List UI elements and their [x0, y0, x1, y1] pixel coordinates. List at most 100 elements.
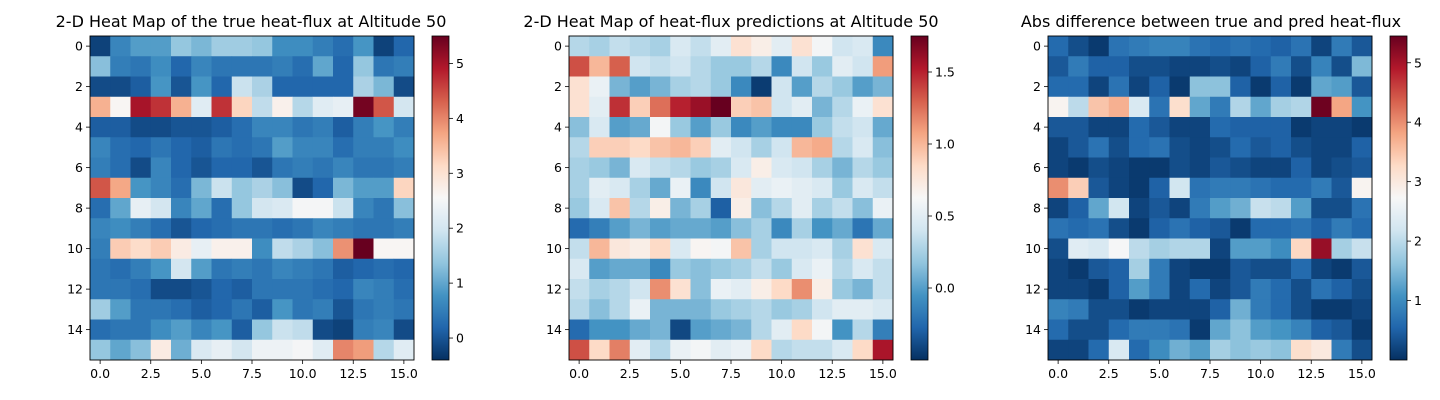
heatmap-cell — [791, 76, 813, 98]
heatmap-cell — [1331, 238, 1353, 260]
heatmap-cell — [1291, 56, 1312, 77]
heatmap-panel-2: 2-D Heat Map of heat-flux predictions at… — [523, 12, 955, 381]
x-tick-label: 5.0 — [1149, 366, 1169, 381]
heatmap-cell — [312, 218, 334, 239]
heatmap-cell — [1291, 36, 1312, 57]
heatmap-cell — [373, 258, 395, 280]
heatmap-cell — [1169, 319, 1191, 341]
heatmap-cell — [1210, 258, 1231, 280]
heatmap-cell — [1311, 238, 1332, 260]
heatmap-cell — [812, 36, 833, 57]
heatmap-cell — [609, 299, 631, 320]
heatmap-cell — [710, 157, 732, 179]
heatmap-cell — [629, 36, 651, 57]
heatmap-cell — [629, 76, 651, 98]
heatmap-cell — [373, 299, 395, 320]
heatmap-cell — [1149, 117, 1170, 138]
colorbar — [910, 35, 929, 361]
heatmap-cell — [191, 96, 212, 118]
heatmap-cell — [1129, 258, 1150, 280]
heatmap-cell — [589, 339, 610, 361]
heatmap-cell — [1189, 238, 1211, 260]
heatmap-cell — [1108, 36, 1130, 57]
heatmap-cell — [211, 117, 233, 138]
heatmap-cell — [1169, 56, 1191, 77]
heatmap-cell — [1169, 279, 1191, 300]
heatmap-cell — [1351, 177, 1373, 199]
heatmap-cell — [312, 198, 334, 219]
heatmap-cell — [272, 117, 293, 138]
heatmap-cell — [731, 198, 752, 219]
heatmap-cell — [353, 198, 374, 219]
heatmap-cell — [1210, 96, 1231, 118]
heatmap-cell — [1108, 177, 1130, 199]
heatmap-cell — [812, 339, 833, 361]
heatmap-cell — [1291, 299, 1312, 320]
heatmap-cell — [1250, 238, 1272, 260]
x-tick-label: 2.5 — [620, 366, 640, 381]
heatmap-cell — [832, 299, 853, 320]
heatmap-cell — [1351, 96, 1373, 118]
heatmap-panel-1: 2-D Heat Map of the true heat-flux at Al… — [56, 12, 464, 381]
heatmap-cell — [609, 238, 631, 260]
heatmap-cell — [373, 218, 395, 239]
heatmap-cell — [130, 76, 152, 98]
heatmap-cell — [832, 177, 853, 199]
heatmap-cell — [1149, 319, 1170, 341]
heatmap-cell — [373, 238, 395, 260]
heatmap-cell — [791, 177, 813, 199]
heatmap-cell — [650, 339, 671, 361]
heatmap-cell — [650, 36, 671, 57]
heatmap-cell — [1230, 319, 1251, 341]
heatmap-cell — [1250, 319, 1272, 341]
heatmap-cell — [1230, 96, 1251, 118]
heatmap-cell — [771, 339, 793, 361]
heatmap-cell — [231, 157, 253, 179]
heatmap-cell — [130, 137, 152, 158]
heatmap-cell — [609, 137, 631, 158]
heatmap-cell — [690, 36, 712, 57]
heatmap-cell — [1270, 258, 1292, 280]
heatmap-cell — [710, 319, 732, 341]
heatmap-cell — [312, 96, 334, 118]
y-tick-label: 14 — [1025, 322, 1041, 337]
heatmap-cell — [609, 177, 631, 199]
heatmap-cell — [872, 299, 894, 320]
heatmap-cell — [353, 56, 374, 77]
heatmap-cell — [1149, 76, 1170, 98]
heatmap-cell — [90, 117, 111, 138]
heatmap-cell — [710, 299, 732, 320]
heatmap-cell — [272, 177, 293, 199]
heatmap-cell — [110, 198, 131, 219]
heatmap-cell — [1189, 177, 1211, 199]
heatmap-cell — [90, 218, 111, 239]
heatmap-cell — [731, 238, 752, 260]
heatmap-cell — [1048, 137, 1069, 158]
heatmap-cell — [312, 299, 334, 320]
heatmap-cell — [589, 157, 610, 179]
heatmap-cell — [211, 157, 233, 179]
heatmap-cell — [1351, 238, 1373, 260]
heatmap-cell — [1048, 299, 1069, 320]
x-tick-label: 7.5 — [242, 366, 262, 381]
heatmap-cell — [1270, 238, 1292, 260]
heatmap-cell — [1068, 238, 1089, 260]
heatmap-cell — [353, 238, 374, 260]
heatmap-cell — [130, 258, 152, 280]
heatmap-cell — [771, 56, 793, 77]
heatmap-cell — [751, 339, 772, 361]
heatmap-cell — [812, 299, 833, 320]
heatmap-cell — [812, 157, 833, 179]
heatmap-cell — [393, 157, 415, 179]
heatmap-cell — [1129, 319, 1150, 341]
heatmap-cell — [1129, 339, 1150, 361]
heatmap-cell — [1048, 96, 1069, 118]
heatmap-cell — [393, 279, 415, 300]
heatmap-cell — [333, 198, 354, 219]
heatmap-cell — [1169, 117, 1191, 138]
heatmap-cell — [1048, 117, 1069, 138]
heatmap-cell — [852, 218, 874, 239]
heatmap-cell — [1068, 96, 1089, 118]
heatmap-cell — [569, 177, 590, 199]
